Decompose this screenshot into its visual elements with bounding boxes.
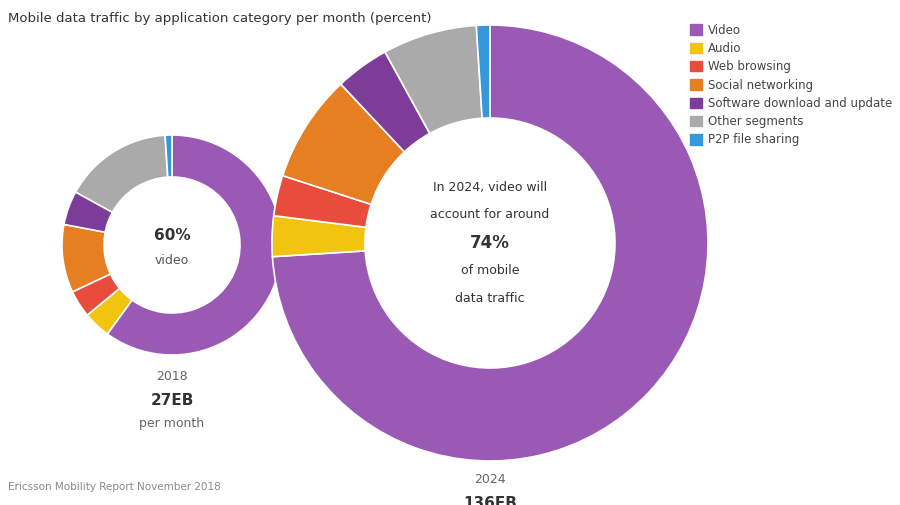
- Text: video: video: [155, 254, 189, 267]
- Text: 2024: 2024: [474, 473, 506, 486]
- Text: 74%: 74%: [470, 234, 510, 252]
- Text: 60%: 60%: [154, 227, 190, 242]
- Text: Mobile data traffic by application category per month (percent): Mobile data traffic by application categ…: [8, 12, 431, 25]
- Text: 136EB: 136EB: [464, 496, 517, 505]
- Wedge shape: [107, 135, 282, 355]
- Legend: Video, Audio, Web browsing, Social networking, Software download and update, Oth: Video, Audio, Web browsing, Social netwo…: [690, 24, 892, 146]
- Wedge shape: [273, 25, 708, 461]
- Wedge shape: [283, 84, 404, 205]
- Text: Ericsson Mobility Report November 2018: Ericsson Mobility Report November 2018: [8, 482, 220, 492]
- Wedge shape: [476, 25, 490, 118]
- Wedge shape: [165, 135, 172, 177]
- Wedge shape: [73, 274, 120, 315]
- Wedge shape: [385, 25, 482, 133]
- Wedge shape: [87, 288, 132, 334]
- Text: data traffic: data traffic: [455, 292, 525, 306]
- Wedge shape: [64, 192, 112, 232]
- Text: 27EB: 27EB: [150, 393, 194, 408]
- Wedge shape: [272, 216, 366, 257]
- Text: per month: per month: [140, 417, 204, 430]
- Wedge shape: [62, 224, 111, 292]
- Text: account for around: account for around: [430, 209, 550, 222]
- Text: In 2024, video will: In 2024, video will: [433, 180, 547, 193]
- Wedge shape: [76, 135, 167, 212]
- Wedge shape: [274, 176, 371, 227]
- Text: 2018: 2018: [156, 370, 188, 383]
- Wedge shape: [341, 52, 430, 152]
- Text: of mobile: of mobile: [461, 265, 519, 278]
